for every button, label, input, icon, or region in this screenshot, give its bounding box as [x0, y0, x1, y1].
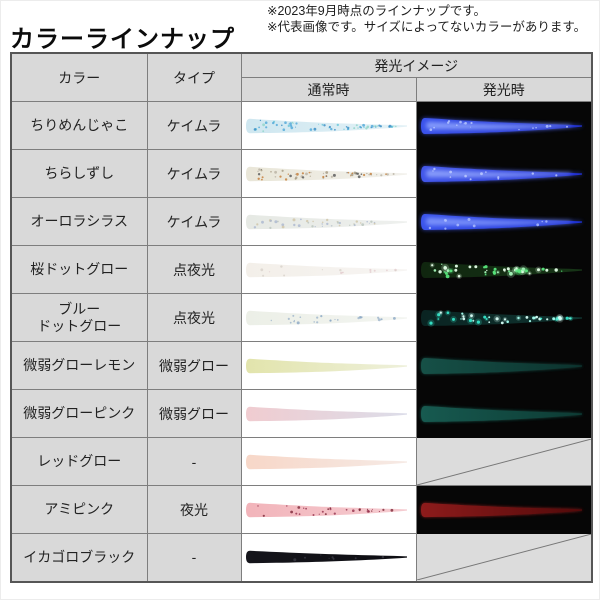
glow-image-cell	[415, 437, 593, 486]
normal-image-cell	[240, 437, 417, 486]
table-header: カラー タイプ 発光イメージ 通常時 発光時	[10, 52, 593, 102]
color-name-cell: ちらしずし	[10, 149, 148, 198]
lure-normal-image	[246, 214, 407, 229]
lure-glow-image	[421, 309, 583, 327]
type-cell: -	[146, 533, 242, 582]
normal-image-cell	[240, 389, 417, 438]
color-name-cell: イカゴロブラック	[10, 533, 148, 582]
color-name-cell: 桜ドットグロー	[10, 245, 148, 294]
header-type: タイプ	[146, 52, 242, 102]
page-title: カラーラインナップ	[10, 26, 235, 54]
color-name-cell: オーロラシラス	[10, 197, 148, 246]
header-color: カラー	[10, 52, 148, 102]
type-cell: 微弱グロー	[146, 389, 242, 438]
normal-image-cell	[240, 533, 417, 582]
lure-normal-image	[246, 551, 407, 564]
glow-image-cell	[415, 197, 593, 246]
table-row: オーロラシラス ケイムラ	[10, 197, 593, 246]
note-line-1: ※2023年9月時点のラインナップです。	[267, 4, 486, 18]
lure-normal-image	[246, 406, 407, 421]
lure-normal-image	[246, 502, 407, 517]
normal-image-cell	[240, 149, 417, 198]
table-row: イカゴロブラック -	[10, 533, 593, 582]
type-cell: -	[146, 437, 242, 486]
table-row: レッドグロー -	[10, 437, 593, 486]
no-image-diagonal	[417, 439, 592, 485]
glow-image-cell	[415, 149, 593, 198]
glow-image-cell	[415, 485, 593, 534]
lure-normal-image	[246, 166, 407, 181]
normal-image-cell	[240, 293, 417, 342]
glow-image-cell	[415, 533, 593, 582]
color-name-cell: 微弱グローピンク	[10, 389, 148, 438]
lure-normal-image	[246, 310, 407, 325]
type-cell: 点夜光	[146, 245, 242, 294]
table-row: ちらしずし ケイムラ	[10, 149, 593, 198]
type-cell: ケイムラ	[146, 101, 242, 150]
normal-image-cell	[240, 197, 417, 246]
lure-normal-image	[246, 262, 407, 277]
lure-glow-image	[421, 261, 583, 279]
lure-glow-image	[421, 502, 583, 517]
type-cell: 夜光	[146, 485, 242, 534]
normal-image-cell	[240, 485, 417, 534]
color-name-cell: 微弱グローレモン	[10, 341, 148, 390]
glow-image-cell	[415, 245, 593, 294]
normal-image-cell	[240, 101, 417, 150]
lure-glow-image	[421, 213, 583, 230]
notes: ※2023年9月時点のラインナップです。 ※代表画像です。サイズによってないカラ…	[267, 3, 586, 35]
color-name-cell: レッドグロー	[10, 437, 148, 486]
header-glow-time: 発光時	[415, 77, 593, 102]
type-cell: ケイムラ	[146, 149, 242, 198]
note-line-2: ※代表画像です。サイズによってないカラーがあります。	[267, 20, 587, 34]
lure-normal-image	[246, 454, 407, 469]
table-row: 微弱グローレモン 微弱グロー	[10, 341, 593, 390]
glow-image-cell	[415, 389, 593, 438]
header-glow-image: 発光イメージ	[240, 52, 593, 78]
type-cell: ケイムラ	[146, 197, 242, 246]
table-row: ブルー ドットグロー 点夜光	[10, 293, 593, 342]
lure-normal-image	[246, 118, 407, 133]
glow-image-cell	[415, 293, 593, 342]
color-name-cell: ちりめんじゃこ	[10, 101, 148, 150]
table-row: 微弱グローピンク 微弱グロー	[10, 389, 593, 438]
lure-normal-image	[246, 358, 407, 373]
type-cell: 微弱グロー	[146, 341, 242, 390]
no-image-diagonal	[417, 534, 592, 580]
lure-glow-image	[421, 405, 583, 422]
lure-glow-image	[421, 357, 583, 374]
table-body: ちりめんじゃこ ケイムラ ちらしずし ケイムラ オーロラシラス ケイムラ 桜ドットグロー 点夜…	[10, 101, 593, 582]
lure-glow-image	[421, 165, 583, 182]
table-row: ちりめんじゃこ ケイムラ	[10, 101, 593, 150]
glow-image-cell	[415, 101, 593, 150]
header-normal: 通常時	[240, 77, 417, 102]
lure-glow-image	[421, 117, 583, 134]
type-cell: 点夜光	[146, 293, 242, 342]
normal-image-cell	[240, 245, 417, 294]
table-row: アミピンク 夜光	[10, 485, 593, 534]
color-name-cell: ブルー ドットグロー	[10, 293, 148, 342]
normal-image-cell	[240, 341, 417, 390]
color-name-cell: アミピンク	[10, 485, 148, 534]
glow-image-cell	[415, 341, 593, 390]
table-row: 桜ドットグロー 点夜光	[10, 245, 593, 294]
color-lineup-table: カラー タイプ 発光イメージ 通常時 発光時 ちりめんじゃこ ケイムラ ちらしずしケ…	[10, 52, 593, 583]
